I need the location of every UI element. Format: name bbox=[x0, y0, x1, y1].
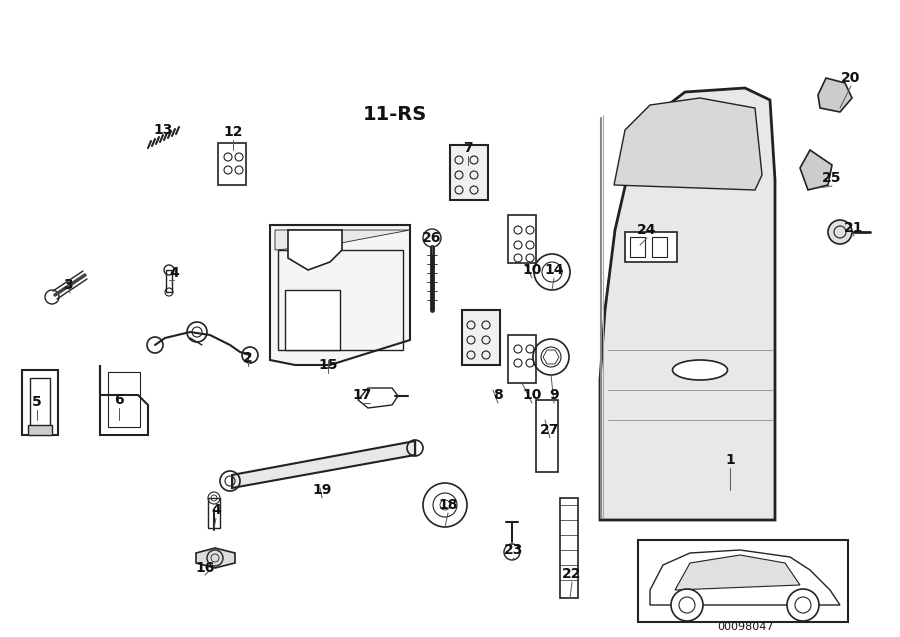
Text: 10: 10 bbox=[522, 388, 542, 402]
Text: 19: 19 bbox=[312, 483, 332, 497]
Bar bbox=[450, 145, 488, 200]
Bar bbox=[30, 378, 50, 428]
Text: 3: 3 bbox=[63, 278, 73, 292]
Text: 24: 24 bbox=[637, 223, 657, 237]
Text: 4: 4 bbox=[212, 503, 220, 517]
Bar bbox=[285, 290, 340, 350]
Polygon shape bbox=[28, 425, 52, 435]
Bar bbox=[208, 498, 220, 528]
Bar bbox=[508, 215, 536, 263]
Text: 20: 20 bbox=[842, 71, 860, 85]
Text: 25: 25 bbox=[823, 171, 842, 185]
Text: 16: 16 bbox=[195, 561, 215, 575]
Text: 11-RS: 11-RS bbox=[363, 106, 428, 124]
Text: 27: 27 bbox=[540, 423, 560, 437]
Polygon shape bbox=[650, 550, 840, 605]
Polygon shape bbox=[288, 230, 342, 270]
Text: 23: 23 bbox=[504, 543, 524, 557]
Text: 26: 26 bbox=[422, 231, 442, 245]
Polygon shape bbox=[22, 370, 58, 435]
Bar bbox=[278, 250, 403, 350]
Text: 6: 6 bbox=[114, 393, 124, 407]
Bar bbox=[625, 232, 677, 262]
Polygon shape bbox=[600, 88, 775, 520]
Bar bbox=[630, 237, 645, 257]
Polygon shape bbox=[543, 350, 559, 364]
Text: 4: 4 bbox=[169, 266, 179, 280]
Polygon shape bbox=[196, 548, 235, 568]
Bar bbox=[536, 400, 558, 472]
Polygon shape bbox=[275, 230, 410, 250]
Polygon shape bbox=[614, 98, 762, 190]
Bar bbox=[218, 143, 246, 185]
Text: 9: 9 bbox=[549, 388, 559, 402]
Text: 5: 5 bbox=[32, 395, 42, 409]
Bar bbox=[166, 270, 172, 292]
Text: 18: 18 bbox=[438, 498, 458, 512]
Polygon shape bbox=[800, 150, 832, 190]
Text: 14: 14 bbox=[544, 263, 563, 277]
Text: 21: 21 bbox=[844, 221, 864, 235]
Ellipse shape bbox=[672, 360, 727, 380]
Polygon shape bbox=[818, 78, 852, 112]
Text: 2: 2 bbox=[243, 351, 253, 365]
Circle shape bbox=[504, 544, 520, 560]
Text: 00098047: 00098047 bbox=[716, 622, 773, 632]
Bar bbox=[108, 372, 140, 427]
Text: 13: 13 bbox=[153, 123, 173, 137]
Polygon shape bbox=[100, 365, 148, 435]
Polygon shape bbox=[358, 388, 398, 408]
Text: 12: 12 bbox=[223, 125, 243, 139]
Text: 10: 10 bbox=[522, 263, 542, 277]
Text: 15: 15 bbox=[319, 358, 338, 372]
Bar bbox=[462, 310, 500, 365]
Text: 22: 22 bbox=[562, 567, 581, 581]
Bar bbox=[508, 335, 536, 383]
Bar bbox=[638, 540, 848, 622]
Text: 8: 8 bbox=[493, 388, 503, 402]
Polygon shape bbox=[270, 225, 410, 365]
Text: 7: 7 bbox=[464, 141, 472, 155]
Circle shape bbox=[671, 589, 703, 621]
Bar bbox=[560, 498, 578, 598]
Circle shape bbox=[828, 220, 852, 244]
Bar bbox=[652, 237, 667, 257]
Polygon shape bbox=[232, 441, 415, 488]
Text: 17: 17 bbox=[352, 388, 372, 402]
Polygon shape bbox=[675, 555, 800, 590]
Circle shape bbox=[787, 589, 819, 621]
Text: 1: 1 bbox=[725, 453, 735, 467]
